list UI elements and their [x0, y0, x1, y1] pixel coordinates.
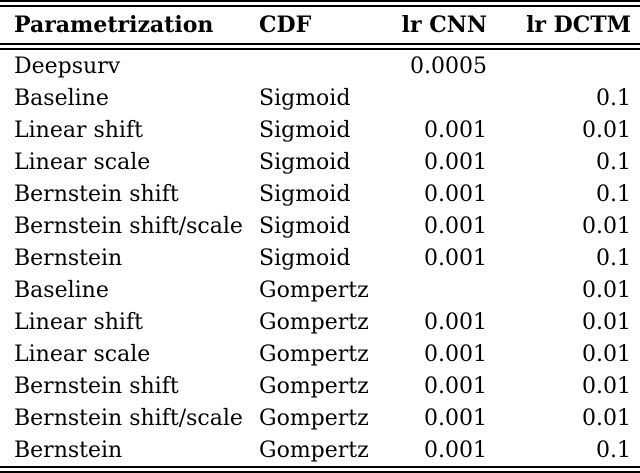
table-cell: 0.001 [424, 405, 487, 431]
table-cell: 0.01 [582, 373, 631, 399]
column-header: lr CNN [395, 3, 488, 50]
table-cell: Sigmoid [259, 149, 351, 175]
table-cell [395, 82, 488, 114]
table-cell: 0.001 [424, 181, 487, 207]
table-cell: 0.1 [596, 85, 631, 111]
table-cell: 0.1 [596, 149, 631, 175]
table-row: Bernstein Sigmoid 0.001 0.1 [0, 242, 640, 274]
table-cell: Sigmoid [259, 85, 351, 111]
table-header: Parametrization CDF lr CNN lr DCTM [0, 3, 640, 50]
table-cell: Gompertz [259, 373, 369, 399]
table-row: Linear shift Gompertz 0.001 0.01 [0, 306, 640, 338]
table-cell: 0.001 [424, 437, 487, 463]
table-cell: Linear scale [14, 341, 151, 367]
table-cell: 0.1 [596, 437, 631, 463]
table-cell: Bernstein [14, 245, 123, 271]
column-header: CDF [258, 3, 395, 50]
table-row: Linear shift Sigmoid 0.001 0.01 [0, 114, 640, 146]
table-cell: Bernstein shift [14, 373, 179, 399]
table-cell: Bernstein shift/scale [14, 213, 243, 239]
table-row: Deepsurv 0.0005 [0, 47, 640, 83]
column-header: Parametrization [0, 3, 258, 50]
table-cell: 0.1 [596, 245, 631, 271]
table-cell: Baseline [14, 277, 109, 303]
table-cell: Sigmoid [259, 181, 351, 207]
table-cell: 0.01 [582, 277, 631, 303]
table-cell: 0.001 [424, 245, 487, 271]
table-cell: 0.001 [424, 309, 487, 335]
table-cell: Bernstein [14, 437, 123, 463]
table-cell: 0.01 [582, 213, 631, 239]
table-cell: 0.001 [424, 341, 487, 367]
table-cell: 0.1 [596, 181, 631, 207]
table-row: Linear scale Sigmoid 0.001 0.1 [0, 146, 640, 178]
table-cell: Gompertz [259, 405, 369, 431]
table-cell: 0.01 [582, 405, 631, 431]
table-cell: Linear shift [14, 309, 143, 335]
table-cell: 0.001 [424, 149, 487, 175]
table-cell: Sigmoid [259, 245, 351, 271]
table-cell: Gompertz [259, 277, 369, 303]
table-row: Bernstein shift/scale Sigmoid 0.001 0.01 [0, 210, 640, 242]
table-cell: Sigmoid [259, 213, 351, 239]
table-cell: 0.01 [582, 309, 631, 335]
table-cell: Gompertz [259, 437, 369, 463]
header-row: Parametrization CDF lr CNN lr DCTM [0, 3, 640, 50]
table-row: Linear scale Gompertz 0.001 0.01 [0, 338, 640, 370]
table-cell: Deepsurv [14, 53, 121, 79]
table-body: Deepsurv 0.0005 Baseline Sigmoid 0.1 Linear s… [0, 47, 640, 470]
table-row: Bernstein shift Gompertz 0.001 0.01 [0, 370, 640, 402]
table-cell: Gompertz [259, 341, 369, 367]
table-cell [488, 47, 640, 83]
table-cell: 0.001 [424, 213, 487, 239]
table-cell: 0.001 [424, 373, 487, 399]
table-cell: 0.01 [582, 341, 631, 367]
table-row: Bernstein shift Sigmoid 0.001 0.1 [0, 178, 640, 210]
table-row: Bernstein Gompertz 0.001 0.1 [0, 434, 640, 470]
table-cell: 0.001 [424, 117, 487, 143]
table-cell: Linear shift [14, 117, 143, 143]
table-cell: Baseline [14, 85, 109, 111]
table-row: Baseline Sigmoid 0.1 [0, 82, 640, 114]
table-row: Bernstein shift/scale Gompertz 0.001 0.01 [0, 402, 640, 434]
table-cell: Gompertz [259, 309, 369, 335]
table-cell: Bernstein shift/scale [14, 405, 243, 431]
column-header: lr DCTM [488, 3, 640, 50]
table-cell: 0.01 [582, 117, 631, 143]
table-cell: Bernstein shift [14, 181, 179, 207]
table-cell: Sigmoid [259, 117, 351, 143]
table-cell [395, 274, 488, 306]
table-row: Baseline Gompertz 0.01 [0, 274, 640, 306]
table-cell: Linear scale [14, 149, 151, 175]
table-cell [258, 47, 395, 83]
table-cell: 0.0005 [410, 53, 487, 79]
